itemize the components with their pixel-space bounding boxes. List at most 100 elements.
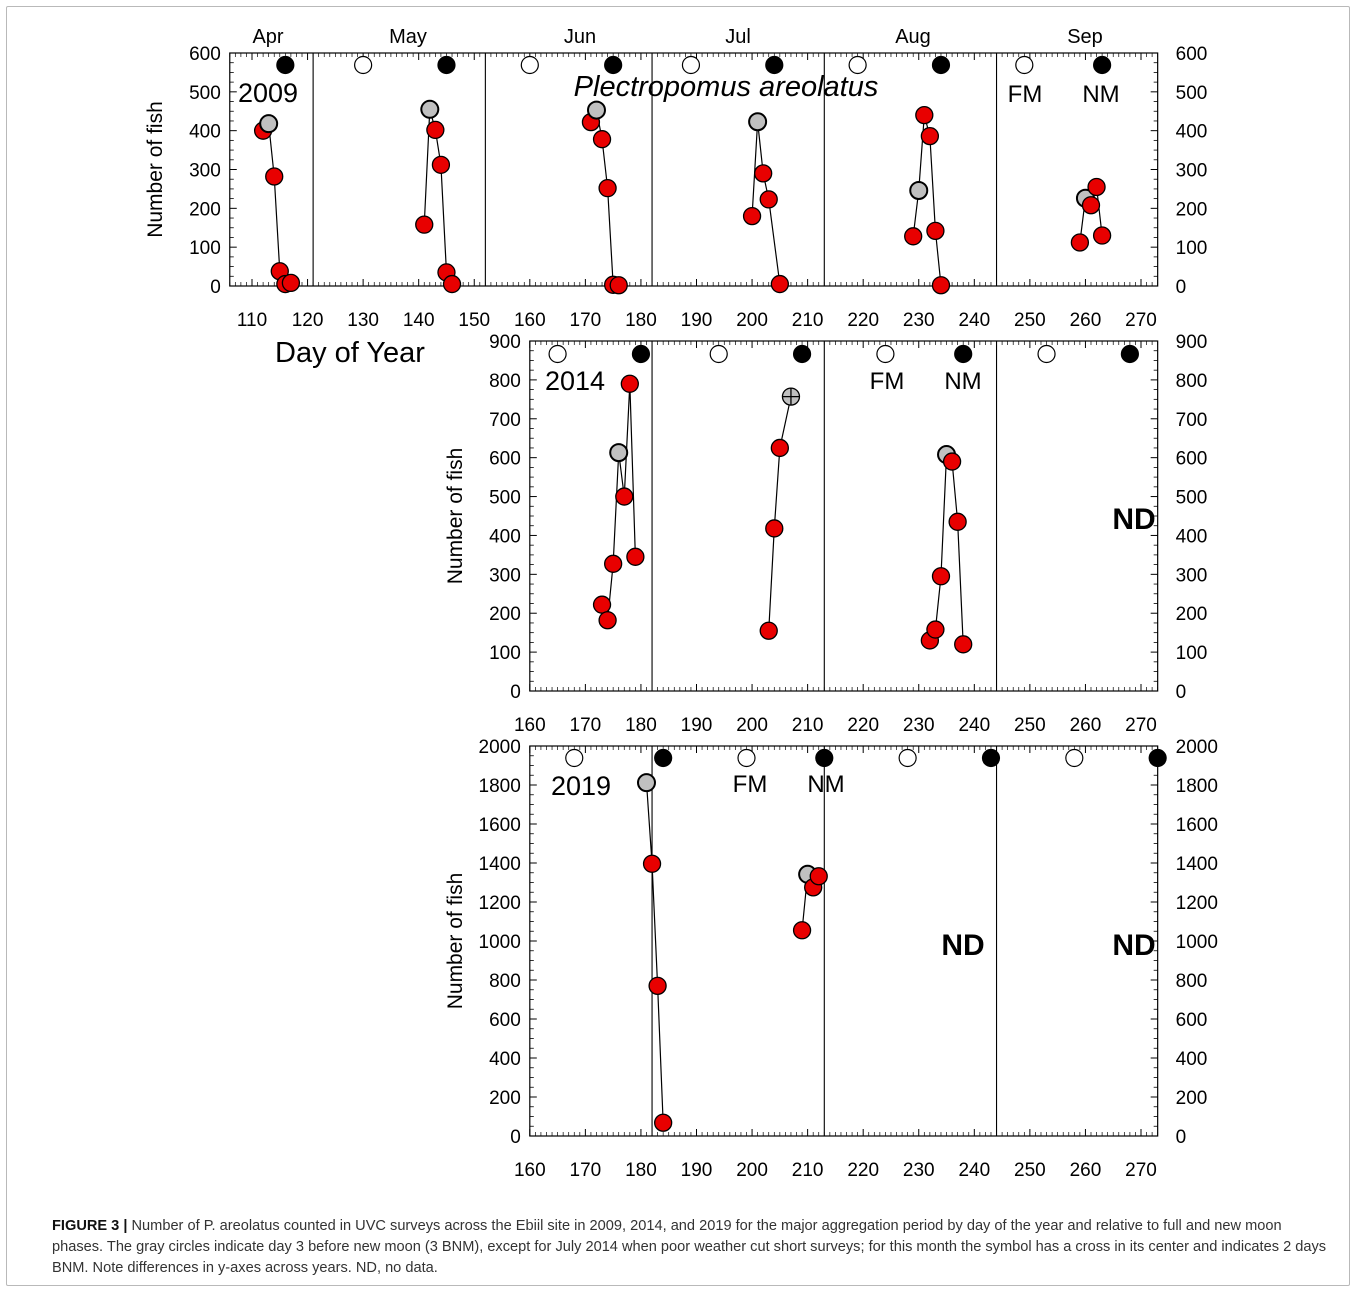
count-point: [265, 167, 284, 186]
count-point: [592, 130, 612, 149]
count-point: [948, 512, 967, 531]
count-point: [792, 921, 812, 940]
count-point: [431, 155, 451, 174]
x-tick-label: 180: [625, 310, 657, 331]
new-moon-marker: [1148, 748, 1167, 768]
y-tick-label: 1600: [479, 815, 521, 836]
count-point: [742, 206, 762, 226]
count-point: [654, 1113, 673, 1132]
y-tick-label: 400: [1176, 122, 1208, 143]
count-line: [262, 122, 292, 285]
count-point: [604, 554, 623, 573]
new-moon-marker: [654, 748, 673, 768]
count-point: [415, 215, 434, 234]
x-tick-label: 210: [792, 310, 824, 331]
y-tick-label: 0: [1176, 682, 1187, 703]
gray-point-3bnm: [586, 100, 606, 120]
y-tick-label: 1000: [1176, 932, 1218, 953]
count-point: [759, 190, 778, 209]
y-tick-label: 100: [1176, 238, 1208, 259]
x-tick-label: 260: [1070, 715, 1102, 736]
x-tick-label: 270: [1125, 715, 1157, 736]
y-tick-label: 600: [489, 1010, 521, 1031]
y-tick-label: 800: [489, 971, 521, 992]
y-tick-label: 0: [1176, 277, 1187, 298]
month-label: Jun: [564, 26, 596, 48]
x-tick-label: 210: [792, 715, 824, 736]
y-tick-label: 400: [1176, 1049, 1208, 1070]
x-tick-label: 200: [736, 310, 768, 331]
new-moon-marker: [954, 344, 973, 364]
x-tick-label: 190: [681, 310, 713, 331]
x-tick-label: 250: [1014, 1160, 1046, 1181]
full-moon-marker: [548, 344, 567, 364]
y-tick-label: 700: [1176, 410, 1208, 431]
caption-text: Number of P. areolatus counted in UVC su…: [52, 1218, 1327, 1276]
y-tick-label: 900: [1176, 332, 1208, 353]
year-label: 2019: [551, 771, 611, 801]
count-point: [281, 273, 301, 293]
new-moon-marker: [792, 344, 812, 364]
count-point: [809, 867, 828, 886]
x-tick-label: 160: [514, 715, 546, 736]
no-data-label: ND: [1112, 503, 1155, 536]
y-tick-label: 500: [489, 488, 521, 509]
full-moon-label: FM: [1008, 81, 1043, 108]
y-axis-label: Number of fish: [144, 101, 167, 238]
caption-label: FIGURE 3 |: [52, 1218, 128, 1234]
gray-point-3bnm: [609, 443, 629, 463]
month-label: Apr: [252, 26, 283, 48]
y-tick-label: 500: [189, 83, 221, 104]
count-point: [1087, 177, 1106, 197]
gray-point-3bnm: [636, 773, 656, 793]
count-line: [768, 396, 792, 631]
x-tick-label: 160: [514, 1160, 546, 1181]
x-tick-label: 200: [736, 1160, 768, 1181]
count-point: [754, 164, 773, 183]
x-axis-label: Day of Year: [275, 337, 425, 369]
y-tick-label: 200: [189, 199, 221, 220]
full-moon-marker: [876, 344, 895, 364]
gray-point-3bnm: [259, 114, 279, 134]
gray-point-3bnm: [748, 112, 768, 132]
full-moon-marker: [1037, 344, 1056, 364]
y-axis-label: Number of fish: [444, 448, 467, 585]
y-tick-label: 1600: [1176, 815, 1218, 836]
x-tick-label: 180: [625, 715, 657, 736]
y-tick-label: 100: [1176, 643, 1208, 664]
full-moon-marker: [1015, 55, 1034, 75]
full-moon-marker: [898, 748, 917, 768]
count-point: [442, 274, 462, 294]
panel-frame: [529, 340, 1159, 692]
year-label: 2009: [238, 78, 298, 108]
full-moon-marker: [848, 55, 867, 75]
y-tick-label: 300: [1176, 565, 1208, 586]
x-tick-label: 200: [736, 715, 768, 736]
month-label: May: [389, 26, 427, 48]
x-tick-label: 190: [681, 715, 713, 736]
y-tick-label: 200: [1176, 1088, 1208, 1109]
count-point: [765, 519, 784, 538]
new-moon-label: NM: [944, 368, 981, 395]
count-point: [931, 276, 951, 295]
y-tick-label: 1200: [479, 893, 521, 914]
x-tick-label: 230: [903, 1160, 935, 1181]
no-data-label: ND: [1112, 929, 1155, 962]
y-tick-label: 600: [1176, 449, 1208, 470]
count-point: [920, 126, 940, 146]
full-moon-marker: [737, 748, 756, 768]
y-tick-label: 2000: [479, 737, 521, 758]
new-moon-marker: [1120, 344, 1139, 364]
x-tick-label: 220: [847, 1160, 879, 1181]
x-tick-label: 240: [958, 715, 990, 736]
count-point: [615, 487, 634, 506]
count-point: [931, 567, 951, 586]
x-tick-label: 240: [958, 310, 990, 331]
count-point: [642, 854, 662, 873]
x-tick-label: 120: [292, 310, 324, 331]
count-point: [904, 227, 923, 246]
new-moon-marker: [437, 55, 456, 75]
y-tick-label: 600: [1176, 44, 1208, 65]
y-tick-label: 1800: [1176, 776, 1218, 797]
new-moon-label: NM: [1082, 81, 1119, 108]
